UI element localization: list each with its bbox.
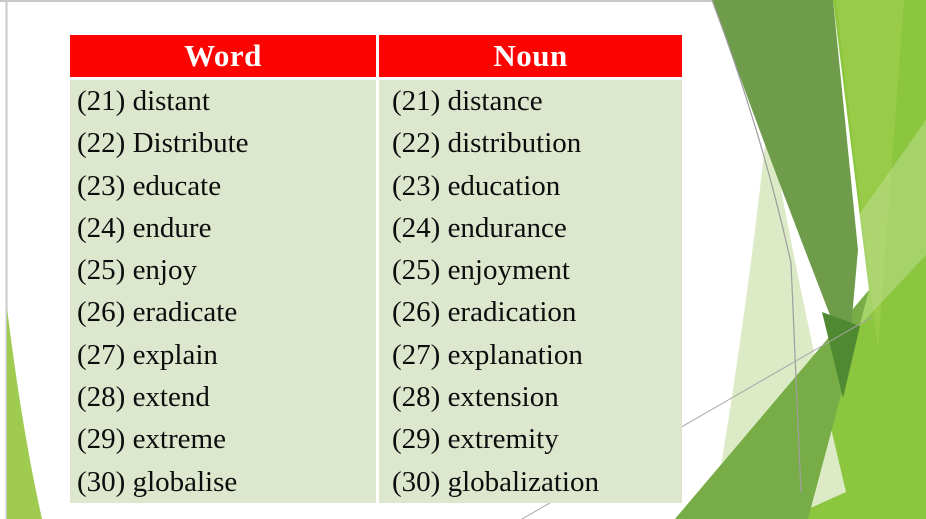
table-cell-word: (30) globalise	[70, 460, 376, 503]
column-header-noun: Noun	[379, 35, 682, 77]
accent-triangle-bright	[675, 0, 926, 519]
bottom-left-triangle	[7, 308, 42, 519]
accent-triangle-dark-tip	[822, 312, 860, 398]
table-cell-noun: (23) education	[379, 164, 682, 207]
accent-triangle-pale	[712, 118, 846, 519]
table-cell-word: (27) explain	[70, 333, 376, 377]
accent-triangle-olive	[712, 0, 858, 362]
table-cell-word: (22) Distribute	[70, 122, 376, 165]
table-cell-noun: (25) enjoyment	[379, 249, 682, 292]
slide-top-border	[0, 0, 926, 2]
word-noun-table: Word Noun (21) distant (21) distance (22…	[70, 35, 682, 503]
table-cell-word: (23) educate	[70, 164, 376, 207]
table-cell-noun: (21) distance	[379, 80, 682, 123]
column-header-word: Word	[70, 35, 376, 77]
table-cell-word: (26) eradicate	[70, 291, 376, 334]
table-header-row: Word Noun	[70, 35, 682, 77]
table-cell-noun: (30) globalization	[379, 460, 682, 503]
table-cell-noun: (27) explanation	[379, 333, 682, 377]
table-cell-word: (29) extreme	[70, 418, 376, 461]
accent-triangle-bright-band	[836, 0, 904, 350]
table-cell-word: (21) distant	[70, 80, 376, 123]
table-cell-noun: (26) eradication	[379, 291, 682, 334]
table-cell-word: (25) enjoy	[70, 249, 376, 292]
table-cell-word: (28) extend	[70, 376, 376, 419]
accent-highlight-band	[762, 120, 926, 400]
diagonal-line-a	[711, 0, 802, 494]
table-cell-noun: (29) extremity	[379, 418, 682, 461]
table-body: (21) distant (21) distance (22) Distribu…	[70, 80, 682, 503]
slide-left-border	[5, 0, 8, 519]
table-cell-word: (24) endure	[70, 206, 376, 250]
table-cell-noun: (22) distribution	[379, 122, 682, 165]
accent-triangle-medium	[675, 290, 869, 519]
table-cell-noun: (28) extension	[379, 376, 682, 419]
table-cell-noun: (24) endurance	[379, 206, 682, 250]
